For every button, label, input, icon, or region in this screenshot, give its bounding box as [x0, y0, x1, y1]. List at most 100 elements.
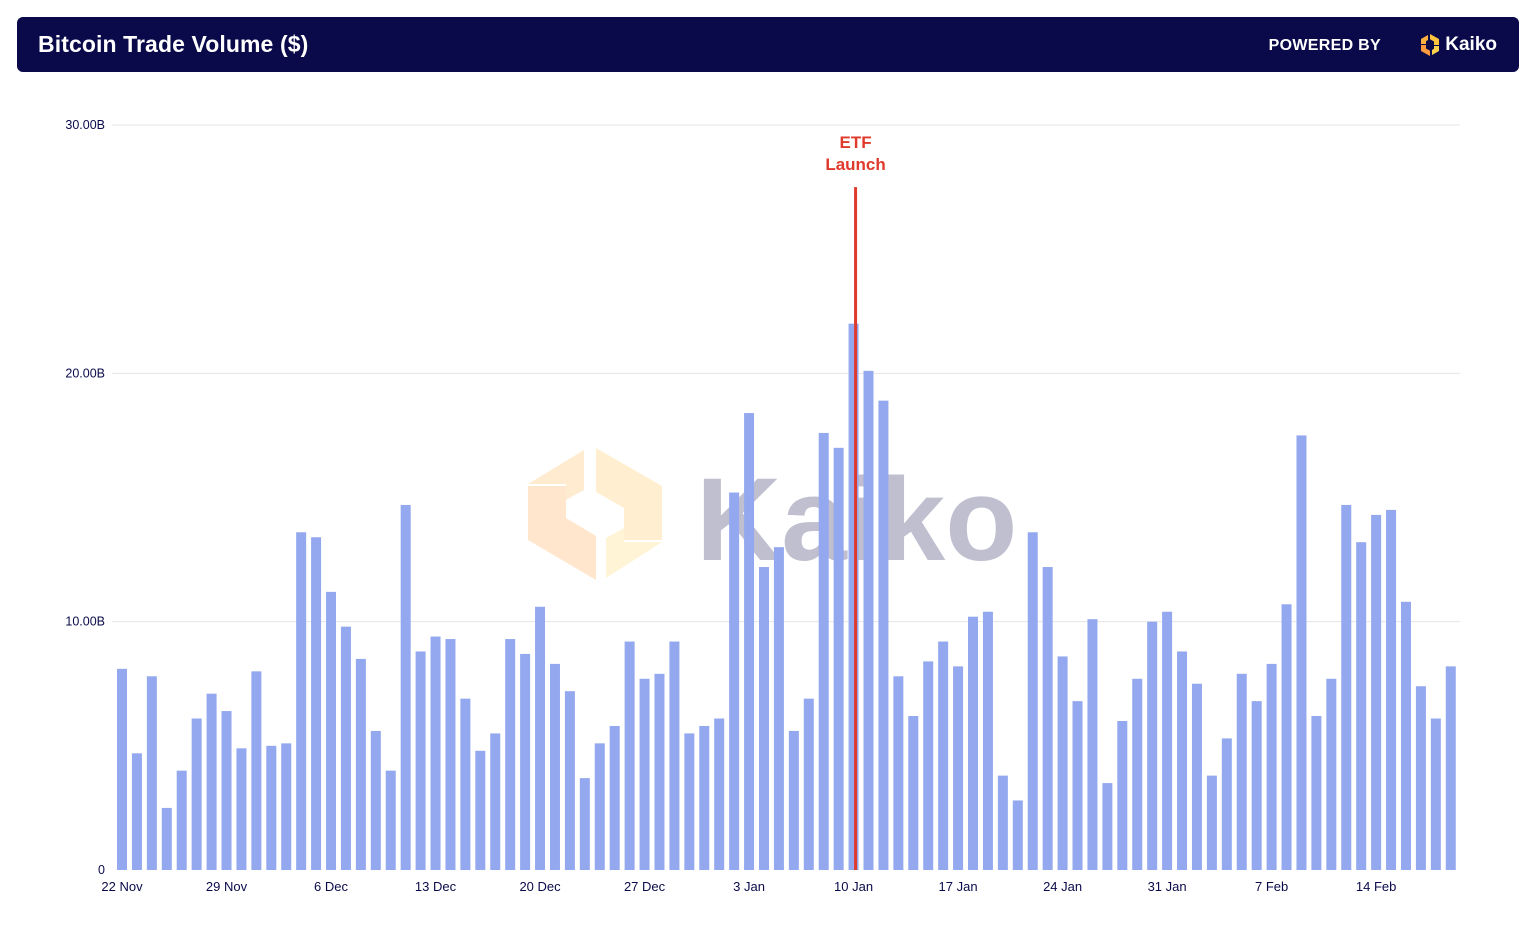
x-tick-label: 6 Dec — [314, 879, 348, 894]
bar — [1326, 678, 1337, 870]
y-tick-label: 20.00B — [65, 366, 105, 380]
bar — [400, 504, 411, 870]
annotations: ETF Launch — [825, 133, 886, 870]
bar — [415, 651, 426, 870]
bar — [714, 718, 725, 870]
bar — [609, 725, 620, 870]
brand-logo: Kaiko — [1419, 33, 1497, 57]
bar — [564, 691, 575, 870]
y-tick-label: 30.00B — [65, 118, 105, 132]
x-tick-label: 10 Jan — [834, 879, 873, 894]
bar — [594, 743, 605, 870]
bar — [385, 770, 396, 870]
bar — [1072, 701, 1083, 870]
bar — [1311, 716, 1322, 870]
bar — [1087, 619, 1098, 870]
bar — [460, 698, 471, 870]
x-tick-label: 17 Jan — [939, 879, 978, 894]
bar — [1117, 721, 1128, 870]
bar — [505, 639, 516, 870]
bar — [475, 750, 486, 870]
bar — [1341, 504, 1352, 870]
bar — [355, 658, 366, 870]
bar — [430, 636, 441, 870]
bar — [1102, 783, 1113, 870]
x-tick-label: 22 Nov — [101, 879, 143, 894]
bar — [445, 639, 456, 870]
x-tick-label: 29 Nov — [206, 879, 248, 894]
bar — [982, 611, 993, 870]
bar — [1386, 509, 1397, 870]
bar — [878, 400, 889, 870]
bar — [1177, 651, 1188, 870]
bar — [1027, 532, 1038, 870]
bar — [535, 606, 546, 870]
bar — [803, 698, 814, 870]
etf-launch-label-line1: ETF — [840, 133, 872, 152]
bar — [370, 730, 381, 870]
bar — [131, 753, 142, 870]
bar — [669, 641, 680, 870]
kaiko-logo-icon — [1421, 34, 1440, 56]
bar — [1251, 701, 1262, 870]
bar — [251, 671, 262, 870]
bar — [340, 626, 351, 870]
x-tick-label: 14 Feb — [1356, 879, 1396, 894]
grid-lines — [112, 124, 1460, 623]
bar — [684, 733, 695, 870]
bar — [1296, 435, 1307, 870]
bar — [1356, 542, 1367, 870]
x-tick-label: 3 Jan — [733, 879, 765, 894]
bar — [699, 725, 710, 870]
bar — [968, 616, 979, 870]
bar — [281, 743, 292, 870]
bar — [833, 447, 844, 870]
bar — [1132, 678, 1143, 870]
bar — [1012, 800, 1023, 870]
bar — [1400, 601, 1411, 870]
bar — [744, 413, 755, 870]
bar — [997, 775, 1008, 870]
bar — [326, 591, 337, 870]
bar — [953, 666, 964, 870]
bar — [773, 547, 784, 870]
bar — [1415, 686, 1426, 870]
y-tick-label: 0 — [98, 863, 105, 877]
bar — [729, 492, 740, 870]
bar — [1430, 718, 1441, 870]
bar — [624, 641, 635, 870]
x-tick-label: 20 Dec — [519, 879, 561, 894]
bar — [549, 663, 560, 870]
y-tick-label: 10.00B — [65, 615, 105, 629]
bar — [221, 711, 232, 870]
bar — [176, 770, 187, 870]
bar — [1057, 656, 1068, 870]
x-axis-ticks: 22 Nov 29 Nov 6 Dec 13 Dec 20 Dec 27 Dec 3 Jan… — [101, 879, 1396, 894]
x-tick-label: 31 Jan — [1148, 879, 1187, 894]
bar — [848, 323, 859, 871]
bar — [1042, 567, 1053, 870]
bar — [758, 567, 769, 870]
x-tick-label: 13 Dec — [415, 879, 457, 894]
bar — [490, 733, 501, 870]
bar — [788, 730, 799, 870]
bar — [1371, 514, 1382, 870]
kaiko-watermark: Kaiko — [528, 448, 1017, 586]
bar — [923, 661, 934, 870]
x-tick-label: 7 Feb — [1255, 879, 1288, 894]
x-tick-label: 27 Dec — [624, 879, 666, 894]
bar — [579, 778, 590, 870]
bar — [161, 807, 172, 870]
y-axis-ticks: 0 10.00B 20.00B 30.00B — [65, 118, 105, 877]
chart-title: Bitcoin Trade Volume ($) — [38, 31, 309, 57]
bar — [1281, 604, 1292, 870]
bar — [1236, 673, 1247, 870]
bar — [1162, 611, 1173, 870]
bar — [908, 716, 919, 870]
etf-launch-label-line2: Launch — [825, 155, 885, 174]
bar — [146, 676, 157, 870]
watermark-logo-icon — [528, 448, 662, 580]
bar — [1191, 683, 1202, 870]
bar — [1266, 663, 1277, 870]
bar — [654, 673, 665, 870]
